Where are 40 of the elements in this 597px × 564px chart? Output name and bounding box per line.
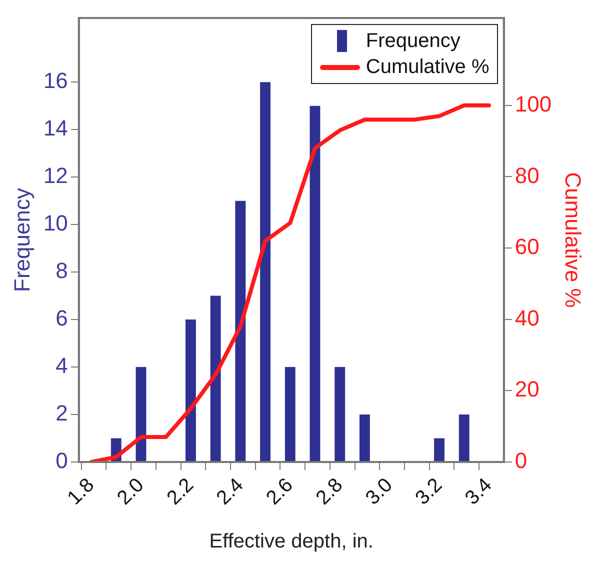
legend-label: Frequency	[366, 29, 460, 54]
y-tick-label: 16	[43, 68, 68, 94]
y-tick-label: 6	[56, 306, 68, 331]
y-tick-label: 8	[56, 258, 68, 284]
bar	[458, 414, 470, 462]
bar	[434, 438, 444, 462]
bar	[186, 320, 196, 462]
y2-tick-label: 40	[514, 305, 540, 330]
y2-tick-label: 20	[514, 376, 540, 402]
y2-tick-label: 100	[514, 91, 552, 116]
y-tick-label: 4	[56, 353, 68, 378]
x-tick-label: 3.0	[362, 474, 397, 510]
x-tick-label: 1.8	[63, 474, 99, 510]
bar	[334, 367, 346, 462]
x-tick-label: 2.6	[262, 474, 298, 510]
text: 2.0	[113, 474, 148, 510]
y2-tick-label: 80	[514, 162, 540, 188]
legend-label: Cumulative %	[366, 55, 490, 80]
y2-tick-label: 60	[514, 234, 540, 260]
y-axis-title: Frequency	[9, 188, 34, 292]
bar	[136, 367, 146, 462]
x-tick-label: 3.2	[411, 474, 447, 510]
bar	[235, 200, 246, 462]
x-axis-title: Effective depth, in.	[209, 530, 374, 553]
bar	[210, 296, 221, 462]
x-tick-label: 3.4	[461, 474, 496, 510]
y2-tick-label: 0	[514, 448, 528, 474]
y2-axis-title: Cumulative %	[560, 172, 586, 308]
y-tick-label: 12	[43, 163, 68, 188]
bar	[310, 106, 320, 462]
bar	[260, 82, 271, 462]
y-tick-label: 10	[43, 210, 68, 236]
y-tick-label: 14	[43, 116, 68, 141]
x-tick-label: 2.8	[312, 474, 348, 510]
x-tick-label: 2.2	[162, 474, 198, 510]
y-tick-label: 0	[56, 448, 68, 474]
x-tick-label: 2.4	[212, 474, 248, 510]
y-tick-label: 2	[56, 400, 68, 426]
bar	[284, 367, 296, 462]
bar	[359, 414, 370, 462]
